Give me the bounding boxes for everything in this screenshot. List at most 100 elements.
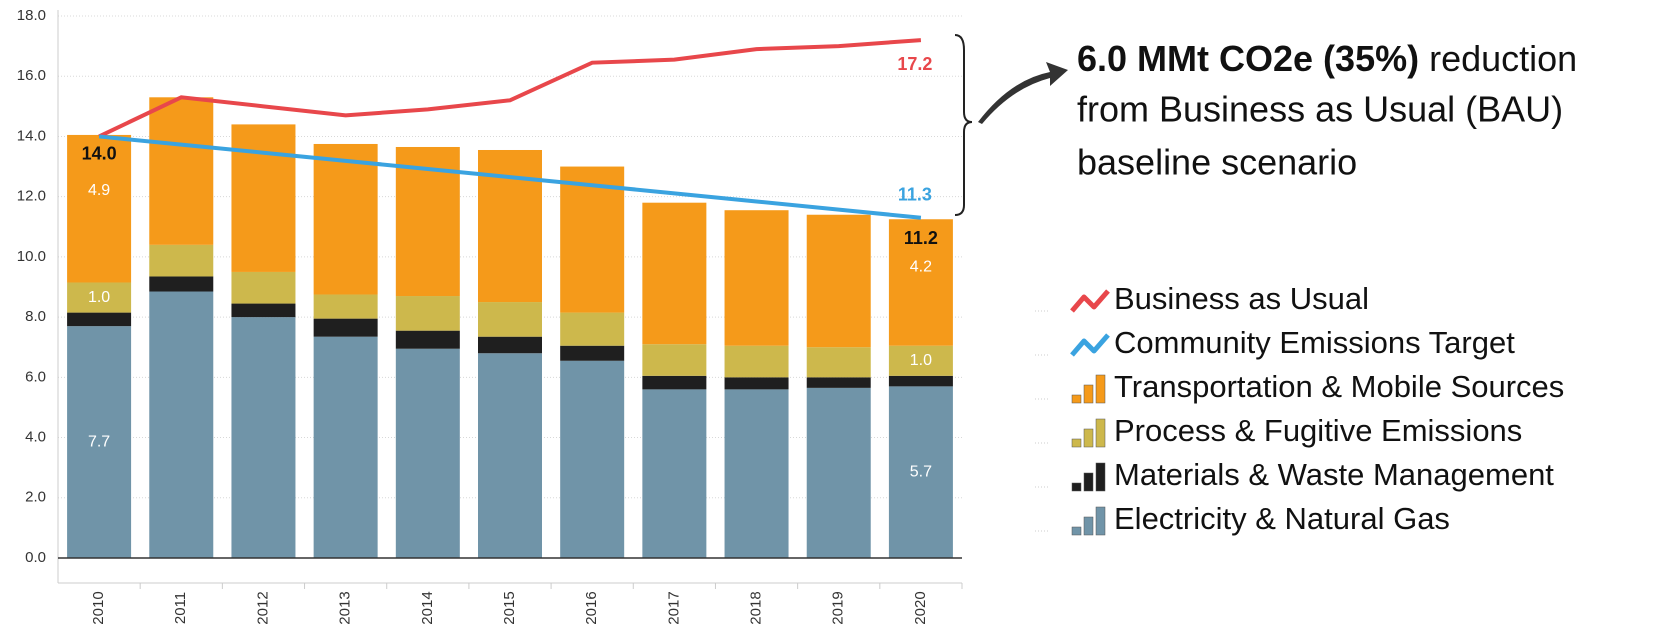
legend-icon bbox=[1071, 438, 1082, 448]
bar bbox=[888, 345, 953, 376]
bar bbox=[313, 318, 378, 337]
bar bbox=[395, 330, 460, 349]
x-tick-label: 2017 bbox=[665, 591, 682, 624]
line bbox=[98, 38, 922, 139]
legend-label: Community Emissions Target bbox=[1114, 325, 1515, 360]
bar bbox=[888, 219, 953, 346]
data-label: 5.7 bbox=[910, 463, 932, 480]
x-tick-label: 2013 bbox=[337, 591, 354, 624]
legend-icon bbox=[1070, 289, 1110, 313]
y-tick-label: 6.0 bbox=[25, 368, 46, 385]
legend-icon bbox=[1083, 428, 1094, 448]
y-tick-label: 10.0 bbox=[17, 248, 46, 265]
bar bbox=[888, 386, 953, 558]
legend-icon bbox=[1083, 384, 1094, 404]
data-label: 1.0 bbox=[910, 352, 932, 369]
y-tick-label: 8.0 bbox=[25, 308, 46, 325]
bar bbox=[67, 282, 132, 313]
bar bbox=[313, 143, 378, 295]
y-tick-label: 0.0 bbox=[25, 549, 46, 566]
data-label: 7.7 bbox=[88, 433, 110, 450]
bar bbox=[149, 244, 214, 277]
legend-icon bbox=[1095, 418, 1106, 448]
x-tick-label: 2018 bbox=[748, 591, 765, 624]
bar bbox=[231, 271, 296, 304]
bar bbox=[395, 348, 460, 558]
legend-icon bbox=[1083, 472, 1094, 492]
bar bbox=[642, 375, 707, 390]
annotation-bold: 6.0 MMt CO2e (35%) bbox=[1077, 38, 1419, 79]
bar bbox=[642, 344, 707, 376]
bar bbox=[67, 326, 132, 558]
x-tick-label: 2014 bbox=[419, 591, 436, 624]
bar bbox=[806, 214, 871, 348]
bar bbox=[560, 360, 625, 558]
annotation: 6.0 MMt CO2e (35%) reduction bbox=[1077, 38, 1577, 79]
x-tick-label: 2016 bbox=[583, 591, 600, 624]
legend-label: Materials & Waste Management bbox=[1114, 457, 1554, 492]
legend-icon bbox=[1095, 374, 1106, 404]
x-tick-label: 2011 bbox=[172, 592, 189, 624]
y-tick-label: 16.0 bbox=[17, 67, 46, 84]
arrow bbox=[978, 62, 1068, 124]
y-tick-label: 14.0 bbox=[17, 127, 46, 144]
annotation-text: baseline scenario bbox=[1077, 142, 1357, 183]
bar bbox=[149, 291, 214, 558]
legend-icon bbox=[1095, 462, 1106, 492]
bar bbox=[395, 296, 460, 331]
annotation-text: reduction bbox=[1429, 38, 1577, 79]
bar bbox=[724, 210, 789, 346]
legend-icon bbox=[1095, 506, 1106, 536]
y-tick-label: 18.0 bbox=[17, 7, 46, 24]
total-label: 11.2 bbox=[904, 228, 938, 248]
legend-label: Process & Fugitive Emissions bbox=[1114, 413, 1522, 448]
legend-label: Transportation & Mobile Sources bbox=[1114, 369, 1564, 404]
bar bbox=[724, 377, 789, 390]
bar bbox=[67, 312, 132, 327]
bar bbox=[478, 336, 542, 354]
legend-label: Business as Usual bbox=[1114, 281, 1369, 316]
bar bbox=[724, 389, 789, 558]
bar bbox=[478, 149, 542, 303]
y-tick-label: 12.0 bbox=[17, 188, 46, 205]
data-label: 1.0 bbox=[88, 289, 110, 306]
bar bbox=[642, 202, 707, 345]
data-label: 4.9 bbox=[88, 182, 110, 199]
bar bbox=[478, 302, 542, 337]
x-tick-label: 2010 bbox=[90, 591, 107, 624]
bar bbox=[806, 377, 871, 388]
legend-icon bbox=[1071, 482, 1082, 492]
bar bbox=[560, 345, 625, 361]
x-tick-label: 2019 bbox=[830, 591, 847, 624]
legend-icon bbox=[1070, 333, 1110, 357]
bracket bbox=[954, 34, 973, 216]
line-label: 11.3 bbox=[898, 184, 932, 204]
x-tick-label: 2012 bbox=[254, 591, 271, 624]
legend-label: Electricity & Natural Gas bbox=[1114, 501, 1450, 536]
bar bbox=[806, 347, 871, 378]
bar bbox=[560, 166, 625, 313]
bar bbox=[149, 276, 214, 292]
bar bbox=[67, 134, 132, 283]
total-label: 14.0 bbox=[82, 144, 117, 164]
y-tick-label: 4.0 bbox=[25, 429, 46, 446]
bar bbox=[642, 389, 707, 558]
data-label: 4.2 bbox=[910, 259, 932, 276]
x-tick-label: 2020 bbox=[912, 591, 929, 624]
bar bbox=[149, 97, 214, 245]
x-tick-label: 2015 bbox=[501, 591, 518, 624]
annotation-text: from Business as Usual (BAU) bbox=[1077, 89, 1563, 130]
bar bbox=[313, 336, 378, 558]
bar bbox=[478, 353, 542, 558]
line-label: 17.2 bbox=[897, 54, 932, 74]
bar bbox=[724, 345, 789, 378]
line bbox=[98, 134, 922, 220]
bar bbox=[313, 294, 378, 319]
y-tick-label: 2.0 bbox=[25, 489, 46, 506]
bar bbox=[888, 375, 953, 387]
legend-icon bbox=[1083, 516, 1094, 536]
bar bbox=[806, 387, 871, 558]
bar bbox=[231, 317, 296, 558]
bar bbox=[560, 312, 625, 346]
